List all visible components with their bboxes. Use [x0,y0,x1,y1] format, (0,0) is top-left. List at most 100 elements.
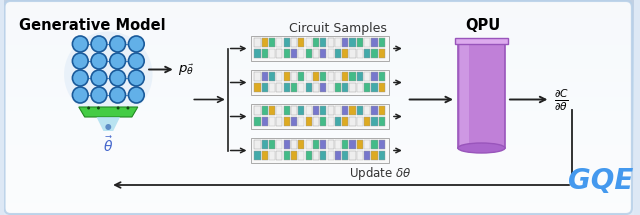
Bar [254,151,260,160]
Ellipse shape [110,36,125,52]
Bar [320,140,326,149]
Bar [349,38,356,46]
Bar [284,72,290,80]
Bar [356,106,363,115]
FancyBboxPatch shape [4,1,632,214]
Bar [254,106,260,115]
Bar [371,38,378,46]
Bar [298,140,305,149]
Bar [276,83,282,92]
Ellipse shape [129,53,144,69]
Bar [328,140,333,149]
Bar [298,151,305,160]
Bar [335,38,341,46]
Bar [356,72,363,80]
Bar [313,38,319,46]
Bar [276,72,282,80]
Ellipse shape [129,87,144,103]
Bar [262,49,268,57]
Bar [356,140,363,149]
Bar [276,106,282,115]
Bar [298,117,305,126]
Ellipse shape [72,87,88,103]
Bar [379,140,385,149]
Ellipse shape [91,36,107,52]
Bar [379,106,385,115]
Bar [298,106,305,115]
Bar [262,151,268,160]
Bar [320,83,326,92]
Bar [371,117,378,126]
Ellipse shape [97,106,100,109]
Ellipse shape [64,32,152,118]
Bar [291,38,297,46]
Bar [342,38,348,46]
Ellipse shape [72,36,88,52]
Text: Update $\delta\theta$: Update $\delta\theta$ [349,165,412,182]
Bar [364,106,371,115]
Bar [342,106,348,115]
Bar [379,151,385,160]
Ellipse shape [116,106,120,109]
Bar [371,151,378,160]
Bar [305,151,312,160]
Bar [269,117,275,126]
Ellipse shape [91,53,107,69]
Bar [305,106,312,115]
Bar [335,117,341,126]
Bar [371,106,378,115]
Bar [335,49,341,57]
Bar [349,72,356,80]
Bar [284,117,290,126]
Bar [379,117,385,126]
Bar [342,83,348,92]
Bar [291,49,297,57]
Bar [356,49,363,57]
Bar [298,38,305,46]
Bar [356,83,363,92]
Bar [371,72,378,80]
Bar [364,117,371,126]
Ellipse shape [110,53,125,69]
Bar [284,151,290,160]
Text: GQE: GQE [568,167,633,195]
Bar [328,72,333,80]
Polygon shape [79,107,138,117]
Text: $\vec{\theta}$: $\vec{\theta}$ [103,135,113,155]
Bar [284,38,290,46]
Bar [455,38,508,44]
Bar [349,140,356,149]
FancyBboxPatch shape [252,104,389,129]
Bar [320,117,326,126]
Bar [284,106,290,115]
Bar [349,151,356,160]
Bar [305,83,312,92]
Ellipse shape [91,70,107,86]
Bar [269,106,275,115]
Bar [313,151,319,160]
Bar [305,49,312,57]
Bar [254,140,260,149]
Bar [313,140,319,149]
Bar [305,72,312,80]
Bar [269,49,275,57]
Bar [349,49,356,57]
Bar [371,49,378,57]
Ellipse shape [87,106,90,109]
Bar [364,140,371,149]
Bar [342,140,348,149]
Text: $p_{\vec{\theta}}$: $p_{\vec{\theta}}$ [178,63,193,78]
Bar [335,106,341,115]
Bar [284,140,290,149]
Bar [276,117,282,126]
Bar [313,106,319,115]
Text: QPU: QPU [465,18,500,33]
Bar [291,151,297,160]
Bar [284,49,290,57]
Bar [269,151,275,160]
Bar [379,49,385,57]
Bar [262,72,268,80]
Bar [379,38,385,46]
Bar [371,83,378,92]
Bar [320,72,326,80]
